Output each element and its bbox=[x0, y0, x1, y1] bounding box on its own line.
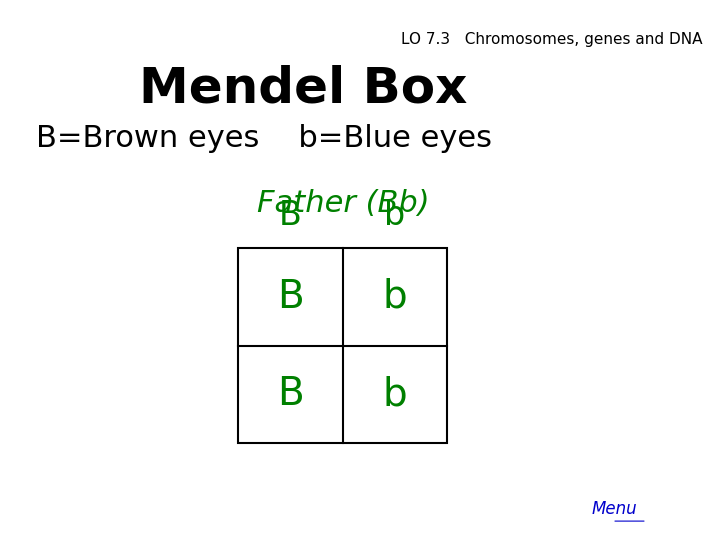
Text: Mendel Box: Mendel Box bbox=[140, 65, 468, 113]
Bar bbox=[238, 248, 447, 443]
Text: B: B bbox=[279, 199, 302, 233]
Text: b: b bbox=[383, 278, 408, 316]
Text: B=Brown eyes    b=Blue eyes: B=Brown eyes b=Blue eyes bbox=[37, 124, 492, 153]
Text: B: B bbox=[277, 278, 304, 316]
Text: b: b bbox=[383, 375, 408, 413]
Text: b: b bbox=[384, 199, 406, 233]
Text: LO 7.3   Chromosomes, genes and DNA: LO 7.3 Chromosomes, genes and DNA bbox=[401, 32, 703, 48]
Text: Menu: Menu bbox=[591, 501, 637, 518]
Text: Father (Bb): Father (Bb) bbox=[256, 189, 429, 218]
Text: B: B bbox=[277, 375, 304, 413]
